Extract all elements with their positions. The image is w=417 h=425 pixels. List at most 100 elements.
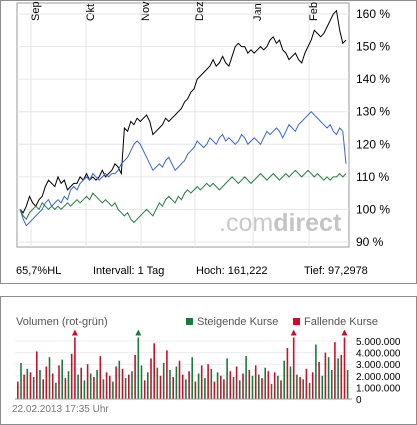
- volume-bar: [166, 350, 168, 399]
- volume-bar: [51, 373, 54, 399]
- volume-bar: [242, 373, 244, 399]
- volume-tick-label: 3.000.000: [356, 360, 401, 371]
- volume-bar: [20, 363, 22, 399]
- series-line-2: [19, 169, 347, 224]
- overflow-arrow: [341, 329, 348, 336]
- high-stat: Hoch: 161,222: [196, 265, 268, 277]
- volume-bar: [226, 358, 228, 399]
- volume-bar: [105, 372, 108, 399]
- x-tick-label: Sep: [30, 1, 42, 21]
- volume-bar: [36, 351, 38, 399]
- volume-tick-label: 1.000.000: [356, 383, 401, 394]
- legend-falling: Fallende Kurse: [293, 316, 378, 328]
- volume-bar: [296, 374, 298, 399]
- volume-bar: [137, 337, 140, 399]
- volume-bar: [283, 360, 285, 399]
- series-line-0: [19, 9, 347, 214]
- x-tick-label: Nov: [140, 1, 152, 21]
- y-tick-label: 110 %: [356, 170, 389, 184]
- volume-bar: [17, 381, 19, 399]
- volume-bar: [58, 365, 60, 399]
- volume-bar: [308, 382, 311, 399]
- volume-bar: [277, 375, 279, 399]
- volume-bar: [254, 365, 257, 399]
- volume-bar: [150, 358, 152, 399]
- volume-bar: [289, 366, 292, 399]
- volume-bar: [124, 378, 127, 399]
- volume-bar: [207, 364, 209, 399]
- hl-stat: 65,7%HL: [16, 265, 62, 277]
- volume-bar: [311, 372, 314, 399]
- y-tick-label: 140 %: [356, 72, 390, 86]
- volume-bar: [188, 371, 190, 399]
- volume-bar: [112, 381, 114, 399]
- rising-swatch: [186, 318, 193, 325]
- volume-bar: [210, 368, 213, 399]
- volume-bar: [185, 379, 187, 399]
- comdirect-watermark: .comdirect: [219, 209, 342, 237]
- volume-bar: [83, 380, 86, 399]
- y-tick-label: 160 %: [356, 7, 390, 21]
- volume-bar: [147, 372, 149, 399]
- volume-bar: [343, 337, 346, 399]
- volume-bar: [346, 370, 349, 399]
- volume-bar: [169, 370, 171, 399]
- timestamp: 22.02.2013 17:35 Uhr: [12, 404, 109, 415]
- legend-falling-label: Fallende Kurse: [304, 316, 378, 328]
- volume-bar: [131, 371, 133, 399]
- volume-bar: [134, 354, 136, 399]
- plot-frame: [16, 2, 350, 248]
- volume-bar: [273, 372, 276, 399]
- volume-bar: [251, 375, 254, 399]
- volume-bar: [55, 382, 57, 399]
- volume-bar: [181, 374, 184, 399]
- volume-bar: [70, 353, 73, 399]
- volume-bar: [64, 378, 67, 399]
- volume-bar: [191, 357, 193, 399]
- volume-bar: [45, 366, 48, 399]
- volume-chart-panel: [0, 296, 417, 425]
- x-tick-label: Okt: [85, 4, 97, 21]
- volume-bar: [197, 373, 200, 399]
- volume-bar: [318, 361, 320, 399]
- volume-bar: [334, 342, 336, 399]
- volume-tick-label: 5.000.000: [356, 337, 401, 348]
- volume-bar: [93, 377, 95, 399]
- volume-bar: [235, 366, 238, 399]
- volume-bar: [121, 368, 124, 399]
- x-tick-label: Feb: [308, 2, 320, 21]
- y-tick-label: 90 %: [356, 235, 384, 249]
- volume-bar: [39, 370, 41, 399]
- volume-bar: [115, 366, 117, 399]
- volume-bar: [194, 381, 197, 399]
- overflow-arrow: [135, 329, 142, 336]
- volume-bar: [321, 375, 324, 399]
- price-chart: Sep Okt Nov Dez Jan Feb 160 % 150 % 140 % 130 % 12…: [16, 1, 390, 249]
- volume-bar: [305, 368, 308, 399]
- falling-swatch: [293, 318, 300, 325]
- volume-bar: [86, 364, 89, 399]
- volume-bar: [80, 367, 82, 399]
- volume-bar: [99, 356, 102, 399]
- volume-bar: [48, 357, 51, 399]
- overflow-arrow: [71, 329, 78, 336]
- volume-bar: [153, 343, 155, 399]
- y-tick-label: 150 %: [356, 40, 390, 54]
- volume-tick-label: 0: [356, 395, 362, 406]
- volume-bar: [61, 359, 63, 399]
- volume-bar: [204, 378, 206, 399]
- volume-bar: [26, 368, 29, 399]
- volume-bar: [327, 357, 330, 399]
- volume-bar: [258, 374, 260, 399]
- volume-tick-label: 2.000.000: [356, 372, 401, 383]
- volume-bar: [156, 367, 159, 399]
- volume-bar: [331, 370, 333, 399]
- volume-bar: [89, 373, 92, 399]
- volume-bar: [286, 348, 289, 399]
- legend-rising-label: Steigende Kurse: [197, 316, 279, 328]
- volume-bar: [302, 379, 304, 399]
- volume-bar: [74, 337, 76, 399]
- volume-bar: [175, 366, 178, 399]
- volume-bar: [223, 379, 225, 399]
- volume-bar: [261, 378, 263, 399]
